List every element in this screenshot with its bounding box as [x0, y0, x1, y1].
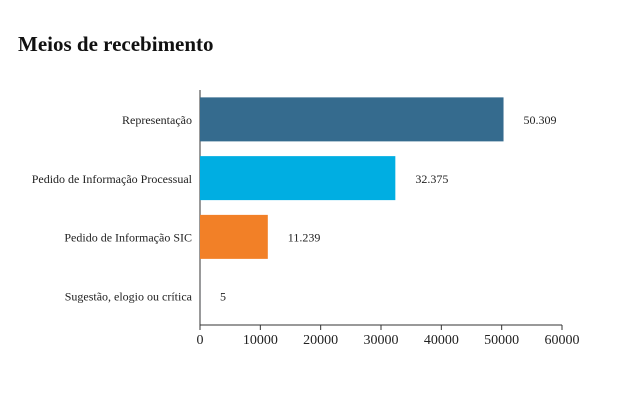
y-tick-label: Pedido de Informação SIC: [64, 231, 192, 245]
value-label: 32.375: [415, 172, 448, 186]
x-tick-label: 40000: [424, 333, 459, 348]
x-tick-label: 0: [197, 333, 204, 348]
bar: [200, 214, 268, 259]
y-tick-label: Sugestão, elogio ou crítica: [65, 289, 193, 303]
y-tick-label: Pedido de Informação Processual: [32, 172, 193, 186]
x-tick-label: 50000: [484, 333, 519, 348]
bar: [200, 97, 504, 142]
y-tick-label: Representação: [122, 113, 192, 127]
x-tick-label: 30000: [364, 333, 399, 348]
chart-title: Meios de recebimento: [18, 32, 214, 56]
value-label: 11.239: [288, 231, 321, 245]
value-label: 50.309: [524, 113, 557, 127]
x-tick-label: 20000: [303, 333, 338, 348]
value-label: 5: [220, 289, 226, 303]
x-tick-label: 10000: [243, 333, 278, 348]
x-tick-label: 60000: [545, 333, 580, 348]
bar: [200, 156, 396, 201]
